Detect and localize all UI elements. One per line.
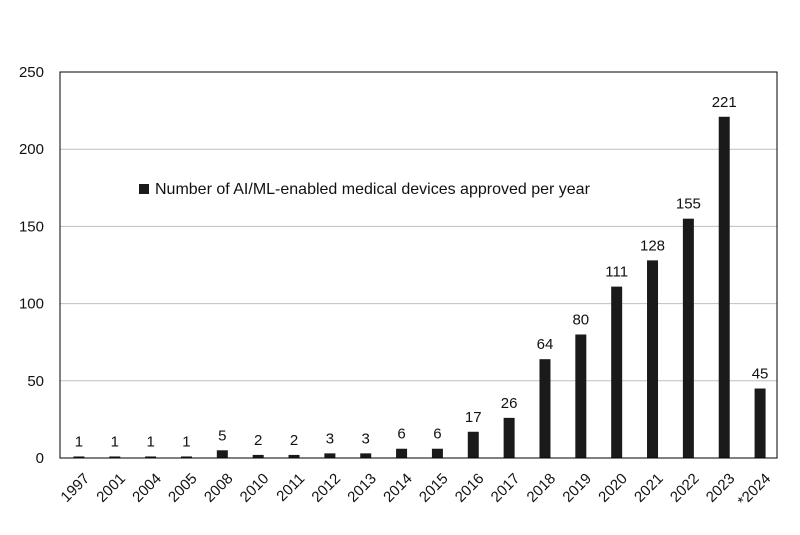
data-label: 2 bbox=[254, 432, 262, 449]
x-tick-label: 2001 bbox=[93, 470, 129, 506]
plot-frame bbox=[59, 71, 778, 459]
data-label: 1 bbox=[75, 433, 83, 450]
data-label: 111 bbox=[605, 264, 628, 281]
data-label: 80 bbox=[572, 311, 589, 328]
legend-swatch bbox=[139, 184, 149, 194]
x-tick-label: 2022 bbox=[667, 470, 703, 506]
data-label: 3 bbox=[326, 430, 334, 447]
x-tick-label: 2008 bbox=[201, 470, 237, 506]
bar-2018 bbox=[539, 359, 551, 458]
x-tick-label: 2005 bbox=[165, 470, 201, 506]
legend-label: Number of AI/ML-enabled medical devices … bbox=[155, 181, 591, 198]
x-tick-label: 2018 bbox=[524, 470, 560, 506]
x-tick-label: 2015 bbox=[416, 470, 452, 506]
x-tick-label: 2023 bbox=[703, 470, 739, 506]
x-tick-label: 2012 bbox=[308, 470, 344, 506]
legend: Number of AI/ML-enabled medical devices … bbox=[139, 181, 591, 198]
data-label: 5 bbox=[218, 427, 226, 444]
x-tick-label: 2019 bbox=[559, 470, 595, 506]
y-tick-label: 100 bbox=[19, 296, 44, 313]
x-tick-label: 2017 bbox=[488, 470, 524, 506]
x-tick-label: *2024 bbox=[735, 470, 775, 510]
x-tick-label: 2013 bbox=[344, 470, 380, 506]
data-label: 155 bbox=[676, 196, 701, 213]
x-axis-ticks: 1997 2001 2004 2005 2008 2010 2011 2012 2013 2014… bbox=[57, 470, 774, 510]
bar-2005 bbox=[180, 456, 192, 458]
y-tick-label: 150 bbox=[19, 218, 44, 235]
bar-2010 bbox=[252, 454, 264, 458]
data-label: 221 bbox=[712, 94, 737, 111]
x-tick-label: 1997 bbox=[57, 470, 93, 506]
y-tick-label: 250 bbox=[19, 64, 44, 81]
data-label: 2 bbox=[290, 432, 298, 449]
y-tick-label: 50 bbox=[27, 373, 44, 390]
bar-2011 bbox=[288, 454, 300, 458]
x-tick-label: 2020 bbox=[595, 470, 631, 506]
data-label: 3 bbox=[362, 430, 370, 447]
x-tick-label: 2004 bbox=[129, 470, 165, 506]
data-label: 26 bbox=[501, 395, 518, 412]
x-tick-label: 2014 bbox=[380, 470, 416, 506]
bar-2012 bbox=[324, 453, 336, 458]
y-axis-ticks: 0 50 100 150 200 250 bbox=[19, 64, 44, 467]
bar-2023 bbox=[718, 116, 730, 458]
bar-2013 bbox=[360, 453, 372, 458]
x-tick-label: 2016 bbox=[452, 470, 488, 506]
bar-2020 bbox=[611, 286, 623, 458]
data-label: 1 bbox=[111, 433, 119, 450]
x-tick-label: 2010 bbox=[237, 470, 273, 506]
data-label: 45 bbox=[752, 366, 769, 383]
bar-2017 bbox=[503, 417, 515, 458]
bars-group bbox=[73, 116, 766, 458]
bar-2022 bbox=[682, 218, 694, 458]
data-label: 17 bbox=[465, 409, 482, 426]
bar-2021 bbox=[647, 260, 659, 458]
bar-2001 bbox=[109, 456, 121, 458]
x-tick-label: 2021 bbox=[631, 470, 667, 506]
data-label: 1 bbox=[182, 433, 190, 450]
bar-2015 bbox=[431, 448, 443, 458]
data-label: 1 bbox=[146, 433, 154, 450]
axes-group bbox=[59, 71, 778, 459]
bar-1997 bbox=[73, 456, 85, 458]
y-tick-label: 200 bbox=[19, 141, 44, 158]
bar-2016 bbox=[467, 431, 479, 458]
data-label: 64 bbox=[537, 336, 554, 353]
y-tick-label: 0 bbox=[36, 450, 44, 467]
data-label: 6 bbox=[397, 426, 405, 443]
bar-2019 bbox=[575, 334, 587, 458]
data-label: 6 bbox=[433, 426, 441, 443]
bar-2008 bbox=[216, 450, 228, 458]
bar-2014 bbox=[396, 448, 408, 458]
x-tick-label: 2011 bbox=[273, 470, 308, 505]
data-label: 128 bbox=[640, 237, 665, 254]
bar-2004 bbox=[145, 456, 157, 458]
bar-star-2024 bbox=[754, 388, 766, 458]
